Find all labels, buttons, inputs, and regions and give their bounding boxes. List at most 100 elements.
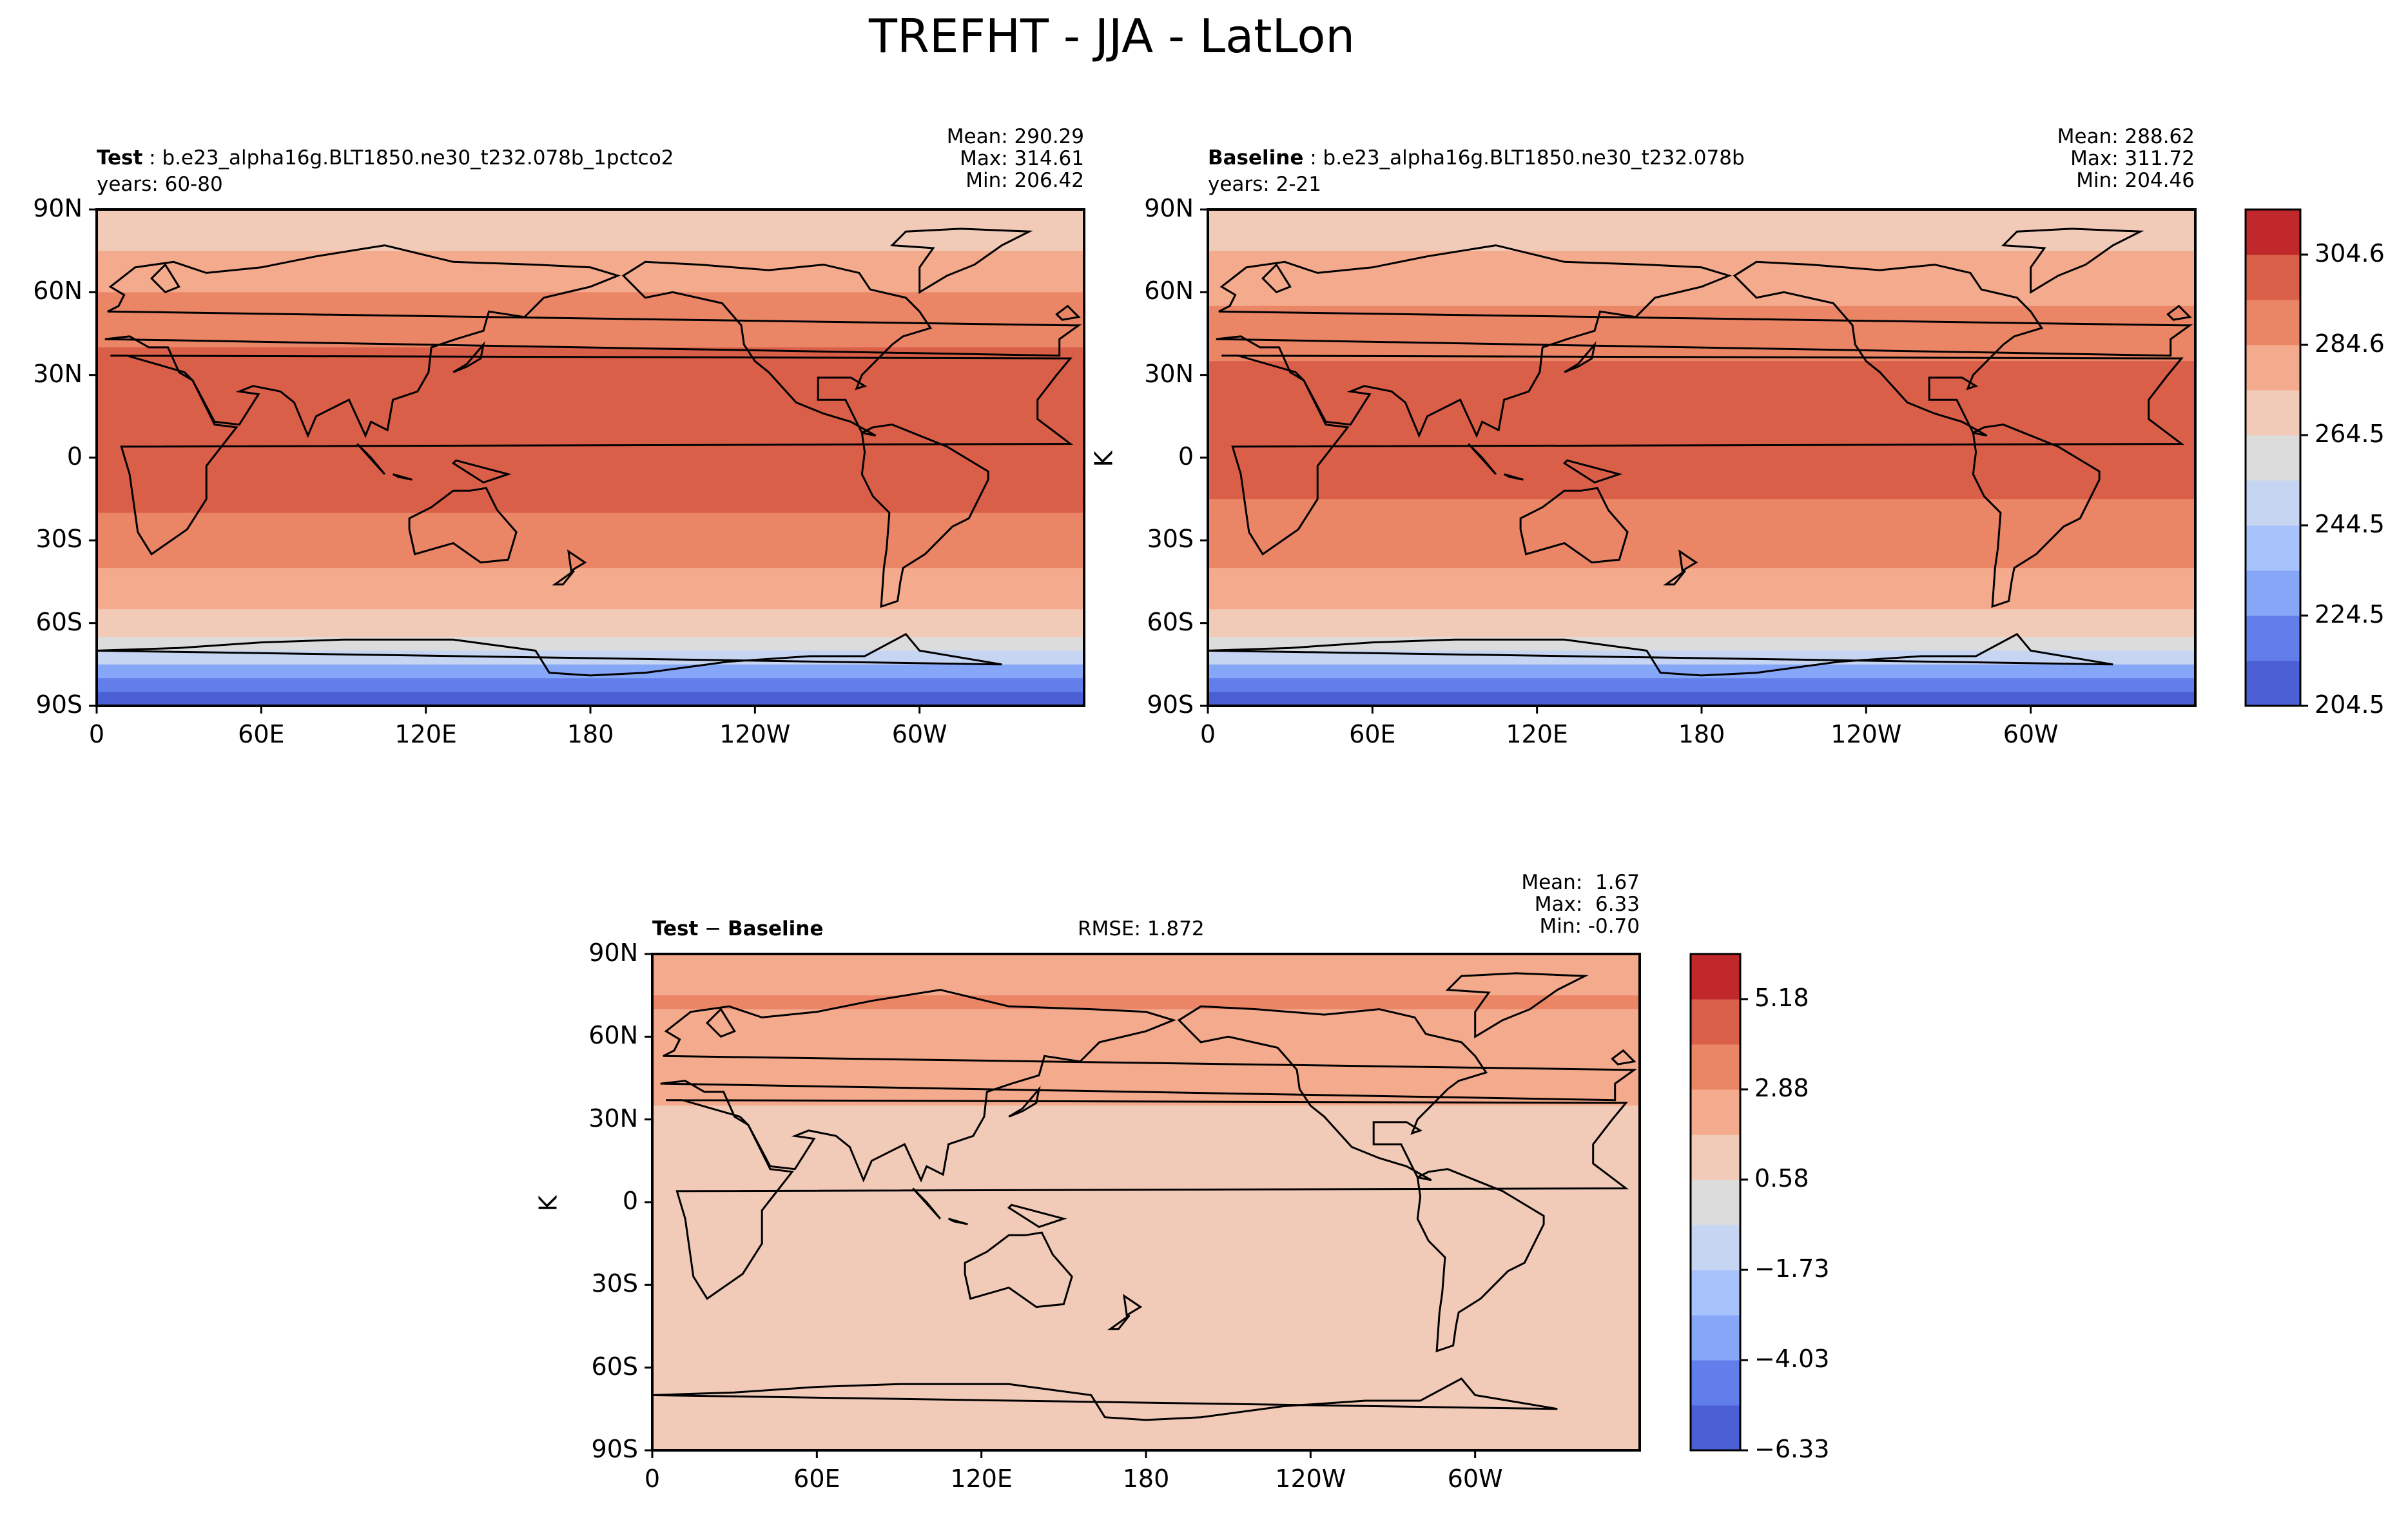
field-band <box>1208 499 2195 514</box>
field-band <box>97 347 1084 362</box>
y-tick-label: 90N <box>588 939 638 967</box>
field-band <box>652 1064 1640 1079</box>
field-band <box>652 1229 1640 1245</box>
coastline <box>1107 1314 1131 1330</box>
colorbar-tick-label: 5.18 <box>1754 984 1809 1012</box>
coastline <box>1261 263 1292 294</box>
test-panel-title: Test : b.e23_alpha16g.BLT1850.ne30_t232.… <box>97 146 674 170</box>
field-band <box>1208 237 2195 252</box>
field-band <box>97 389 1084 404</box>
colorbar-tick-label: 0.58 <box>1754 1164 1809 1192</box>
field-band <box>652 1036 1640 1051</box>
colorbar-swatch <box>2246 661 2300 706</box>
field-band <box>1208 540 2195 555</box>
x-tick-label: 0 <box>88 720 105 748</box>
field-band <box>652 1050 1640 1066</box>
coastline <box>964 1231 1073 1309</box>
coastline <box>1519 487 1629 564</box>
y-tick-label: 60S <box>591 1352 638 1381</box>
colorbar-baseline <box>2244 208 2308 707</box>
coastline <box>621 260 933 437</box>
field-band <box>1208 402 2195 417</box>
coastline <box>451 459 512 484</box>
field-band <box>97 540 1084 555</box>
field-band <box>1208 306 2195 321</box>
field-band <box>1208 443 2195 458</box>
y-tick-label: 90S <box>35 690 83 719</box>
field-band <box>1208 416 2195 431</box>
field-band <box>97 485 1084 500</box>
field-band <box>652 954 1640 969</box>
coastline <box>912 1187 941 1220</box>
colorbar-tick-label: −1.73 <box>1754 1254 1830 1283</box>
field-band <box>1208 375 2195 390</box>
field-band <box>652 1202 1640 1217</box>
field-band <box>652 1160 1640 1176</box>
colorbar-swatch <box>2246 300 2300 345</box>
field-band <box>652 1367 1640 1383</box>
field-band <box>97 581 1084 596</box>
colorbar-tick-label: 244.5 <box>2315 510 2385 538</box>
colorbar-tick-label: −4.03 <box>1754 1345 1830 1373</box>
x-tick-label: 60E <box>793 1464 840 1493</box>
map-test <box>89 208 1085 714</box>
field-band <box>652 1408 1640 1424</box>
field-band <box>1208 609 2195 624</box>
coastline <box>1007 1203 1067 1229</box>
colorbar-tick-label: −6.33 <box>1754 1435 1830 1463</box>
colorbar-swatch <box>1691 999 1740 1045</box>
field-band <box>97 692 1084 706</box>
baseline-stats: Mean: 288.62 Max: 311.72 Min: 204.46 <box>2057 125 2195 192</box>
field-band <box>1208 512 2195 527</box>
field-band <box>652 1298 1640 1314</box>
x-tick-label: 60E <box>238 720 285 748</box>
x-tick-label: 0 <box>644 1464 661 1493</box>
field-band <box>1208 251 2195 266</box>
y-tick-label: 90N <box>33 194 83 222</box>
y-tick-label: 30S <box>1147 525 1194 554</box>
coastline <box>110 355 1074 556</box>
field-band <box>97 512 1084 527</box>
field-band <box>97 237 1084 252</box>
field-band <box>1208 595 2195 610</box>
colorbar-tick-label: 264.5 <box>2315 420 2385 448</box>
coastline <box>1216 244 2193 438</box>
field-band <box>1208 526 2195 541</box>
field-band <box>97 458 1084 472</box>
field-band <box>97 554 1084 569</box>
field-band <box>97 361 1084 376</box>
colorbar-tick-label: 284.6 <box>2315 329 2385 358</box>
y-tick-label: 30S <box>591 1269 638 1298</box>
colorbar-swatch <box>1691 1360 1740 1406</box>
colorbar-tick-label: 304.6 <box>2315 239 2385 268</box>
x-tick-label: 120W <box>1275 1464 1346 1493</box>
field-band <box>652 1188 1640 1203</box>
field-band <box>97 568 1084 583</box>
y-tick-label: 30N <box>33 359 83 388</box>
coastline <box>705 1007 736 1038</box>
map-difference <box>645 953 1641 1458</box>
coastline <box>1564 341 1597 373</box>
field-band <box>652 1257 1640 1272</box>
coastline <box>860 423 989 608</box>
coastline <box>652 1377 1558 1421</box>
field-band <box>1208 692 2195 706</box>
field-band <box>1208 458 2195 472</box>
field-band <box>652 1022 1640 1038</box>
figure-title: TREFHT - JJA - LatLon <box>869 9 1355 63</box>
field-band <box>652 1354 1640 1368</box>
field-band <box>652 1133 1640 1148</box>
field-band <box>1208 568 2195 583</box>
x-tick-label: 60W <box>891 720 947 748</box>
diff-rmse: RMSE: 1.872 <box>1078 917 1205 940</box>
field-band <box>652 1436 1640 1451</box>
coastline <box>1221 355 2185 556</box>
x-tick-label: 60E <box>1349 720 1396 748</box>
field-band <box>1208 292 2195 307</box>
diff-panel-title: Test − Baseline <box>652 917 824 940</box>
test-years: years: 60-80 <box>97 173 223 196</box>
field-band <box>1208 581 2195 596</box>
field-band <box>1208 223 2195 238</box>
coastline <box>552 570 575 586</box>
colorbar-swatch <box>2246 525 2300 571</box>
